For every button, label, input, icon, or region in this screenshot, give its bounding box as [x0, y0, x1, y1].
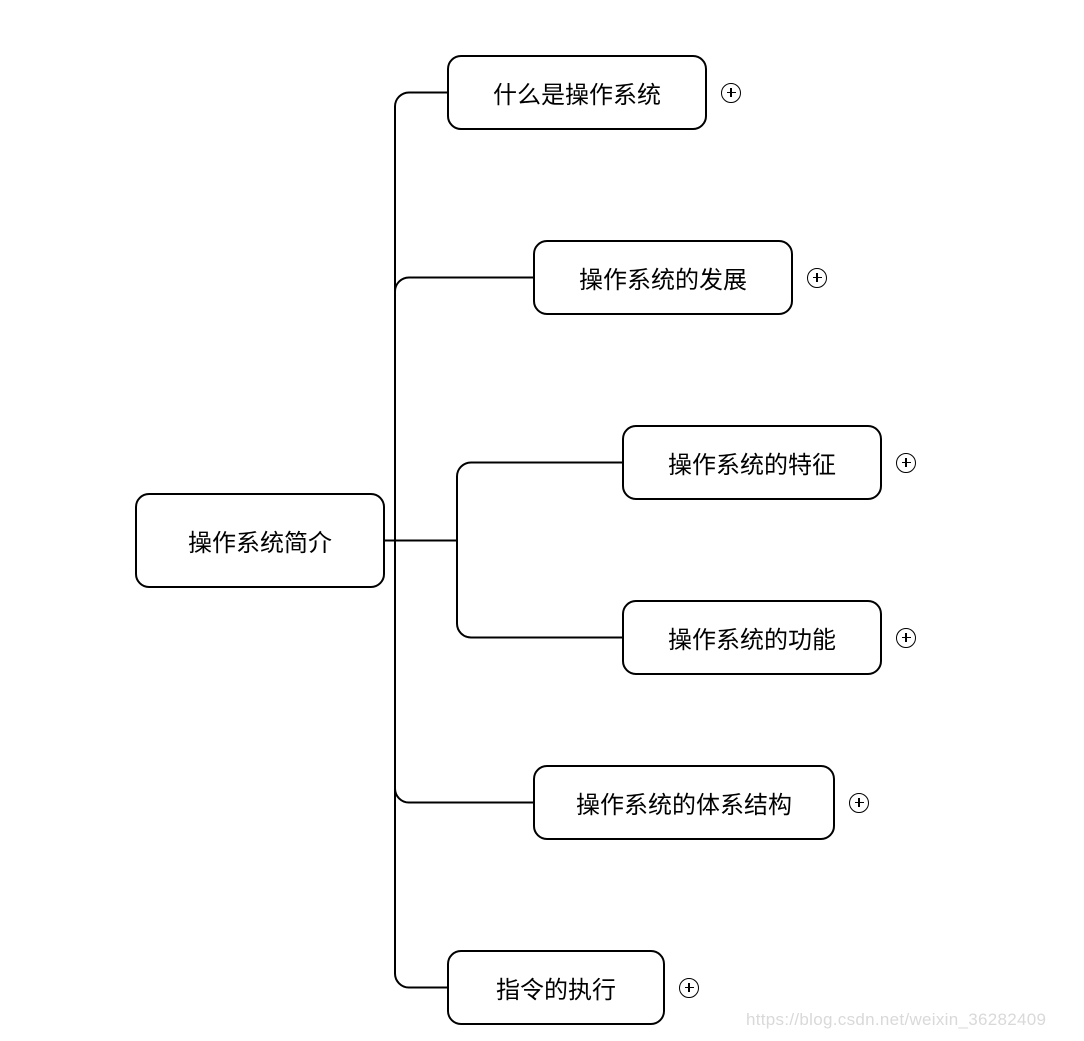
- mindmap-node-c3[interactable]: 操作系统的特征: [622, 425, 882, 500]
- mindmap-node-c5[interactable]: 操作系统的体系结构: [533, 765, 835, 840]
- connector-line: [395, 541, 447, 988]
- node-label: 操作系统简介: [188, 523, 332, 558]
- connector-line: [395, 541, 533, 803]
- expand-icon[interactable]: [849, 793, 869, 813]
- connector-line: [457, 541, 622, 638]
- expand-icon[interactable]: [896, 628, 916, 648]
- node-label: 操作系统的体系结构: [576, 785, 792, 820]
- expand-icon[interactable]: [807, 268, 827, 288]
- mindmap-node-c4[interactable]: 操作系统的功能: [622, 600, 882, 675]
- node-label: 指令的执行: [496, 970, 616, 1005]
- mindmap-node-c2[interactable]: 操作系统的发展: [533, 240, 793, 315]
- connector-line: [395, 93, 447, 541]
- watermark-text: https://blog.csdn.net/weixin_36282409: [746, 1010, 1046, 1030]
- expand-icon[interactable]: [896, 453, 916, 473]
- node-label: 操作系统的发展: [579, 260, 747, 295]
- node-label: 操作系统的功能: [668, 620, 836, 655]
- expand-icon[interactable]: [721, 83, 741, 103]
- node-label: 什么是操作系统: [493, 75, 661, 110]
- expand-icon[interactable]: [679, 978, 699, 998]
- mindmap-node-c6[interactable]: 指令的执行: [447, 950, 665, 1025]
- connector-line: [457, 463, 622, 541]
- mindmap-root-node[interactable]: 操作系统简介: [135, 493, 385, 588]
- node-label: 操作系统的特征: [668, 445, 836, 480]
- connector-line: [395, 278, 533, 541]
- mindmap-node-c1[interactable]: 什么是操作系统: [447, 55, 707, 130]
